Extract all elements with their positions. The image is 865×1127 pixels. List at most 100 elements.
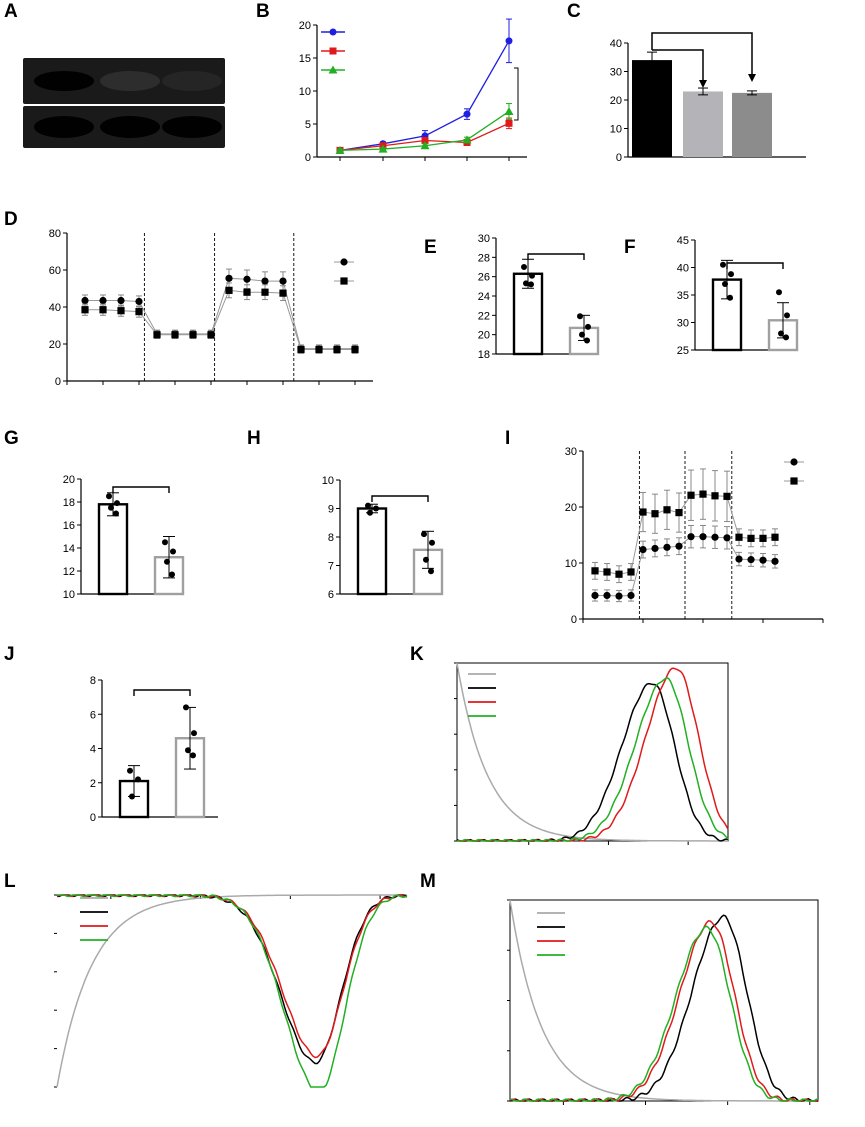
data-point <box>505 37 513 45</box>
y-tick-label: 12 <box>63 566 75 578</box>
legend-marker <box>329 47 337 55</box>
data-point <box>723 534 731 542</box>
y-tick-label: 30 <box>677 318 689 330</box>
series-line <box>595 536 776 597</box>
panel-label-b: B <box>256 1 270 22</box>
blot-band <box>100 71 160 91</box>
y-tick-label: 0 <box>55 376 61 388</box>
panel-f-bar-chart: 25 30 35 40 45 <box>677 235 799 357</box>
data-point <box>421 137 429 144</box>
legend-marker <box>790 477 798 485</box>
panel-label-i: I <box>505 428 510 449</box>
y-tick-label: 10 <box>299 86 311 98</box>
panel-label-j: J <box>4 644 15 665</box>
data-point <box>162 539 168 546</box>
data-point <box>722 281 728 287</box>
y-tick-label: 20 <box>49 339 61 351</box>
series-line <box>85 289 355 351</box>
data-point <box>687 533 695 541</box>
data-point <box>420 141 430 150</box>
data-point <box>463 110 471 118</box>
y-tick-label: 40 <box>677 263 689 275</box>
data-point <box>603 568 611 576</box>
bar <box>118 779 150 819</box>
panel-b-line-chart: 0 5 10 15 20 <box>299 18 527 164</box>
bar <box>732 92 772 157</box>
histogram-curve <box>456 667 729 842</box>
bracket-arrow <box>699 80 707 88</box>
data-point <box>720 261 726 268</box>
data-point <box>747 556 755 564</box>
significance-bracket <box>514 67 519 121</box>
y-tick-label: 7 <box>328 561 334 573</box>
data-point <box>261 288 269 296</box>
data-point <box>759 534 767 542</box>
data-point <box>699 533 707 541</box>
data-point <box>728 271 734 278</box>
y-tick-label: 8 <box>328 532 334 544</box>
data-point <box>615 570 623 578</box>
y-tick-label: 0 <box>305 152 311 164</box>
data-point <box>428 568 434 575</box>
y-tick-label: 30 <box>478 233 490 245</box>
histogram-curve <box>509 914 818 1102</box>
panel-m-histogram <box>507 899 819 1105</box>
data-point <box>279 277 287 285</box>
panel-c-bar-chart: 0 10 20 30 40 <box>610 32 806 164</box>
blot-band <box>100 116 160 138</box>
y-tick-label: 0 <box>571 614 577 626</box>
y-tick-label: 8 <box>90 675 96 687</box>
panel-j-bar-chart: 0 2 4 6 8 <box>90 675 218 824</box>
y-tick-label: 16 <box>63 520 75 532</box>
histogram-curve <box>509 899 818 1102</box>
blot-band <box>34 116 94 138</box>
data-point <box>108 504 114 511</box>
data-point <box>429 539 435 546</box>
y-tick-label: 14 <box>63 543 75 555</box>
legend-marker <box>340 277 348 285</box>
data-point <box>81 306 89 314</box>
data-point <box>421 531 427 538</box>
data-point <box>584 337 590 344</box>
y-tick-label: 30 <box>610 67 622 79</box>
panel-label-g: G <box>4 428 19 449</box>
y-tick-label: 40 <box>610 38 622 50</box>
data-point <box>114 500 120 507</box>
panel-l-histogram <box>54 894 408 1088</box>
data-point <box>365 502 371 509</box>
panel-label-c: C <box>567 1 581 22</box>
y-tick-label: 5 <box>305 119 311 131</box>
y-tick-label: 25 <box>677 345 689 357</box>
data-point <box>521 264 527 270</box>
y-tick-label: 60 <box>49 265 61 277</box>
data-point <box>615 592 623 600</box>
data-point <box>776 289 782 296</box>
data-point <box>333 345 341 354</box>
data-point <box>523 280 529 287</box>
panel-label-a: A <box>4 1 18 22</box>
data-point <box>164 558 170 565</box>
data-point <box>279 289 287 297</box>
significance-bracket <box>133 689 191 696</box>
data-point <box>99 296 107 305</box>
bar <box>97 503 129 596</box>
panel-i-time-course: 0 10 20 30 <box>565 446 824 626</box>
data-point <box>711 533 719 541</box>
bar <box>683 91 723 157</box>
data-point <box>675 509 683 517</box>
bracket-arrow <box>748 74 756 82</box>
data-point <box>170 548 176 555</box>
significance-bracket <box>726 262 784 269</box>
data-point <box>783 334 789 341</box>
panel-a-western-blot <box>23 58 225 148</box>
series-line <box>85 277 355 350</box>
legend-marker <box>340 258 348 266</box>
y-tick-label: 40 <box>49 302 61 314</box>
data-point <box>243 275 251 283</box>
data-point <box>106 493 112 500</box>
y-tick-label: 10 <box>610 124 622 136</box>
y-tick-label: 45 <box>677 235 689 247</box>
panel-d-time-course: 0 20 40 60 80 <box>49 228 373 388</box>
data-point <box>135 308 143 316</box>
panel-label-l: L <box>4 871 16 892</box>
